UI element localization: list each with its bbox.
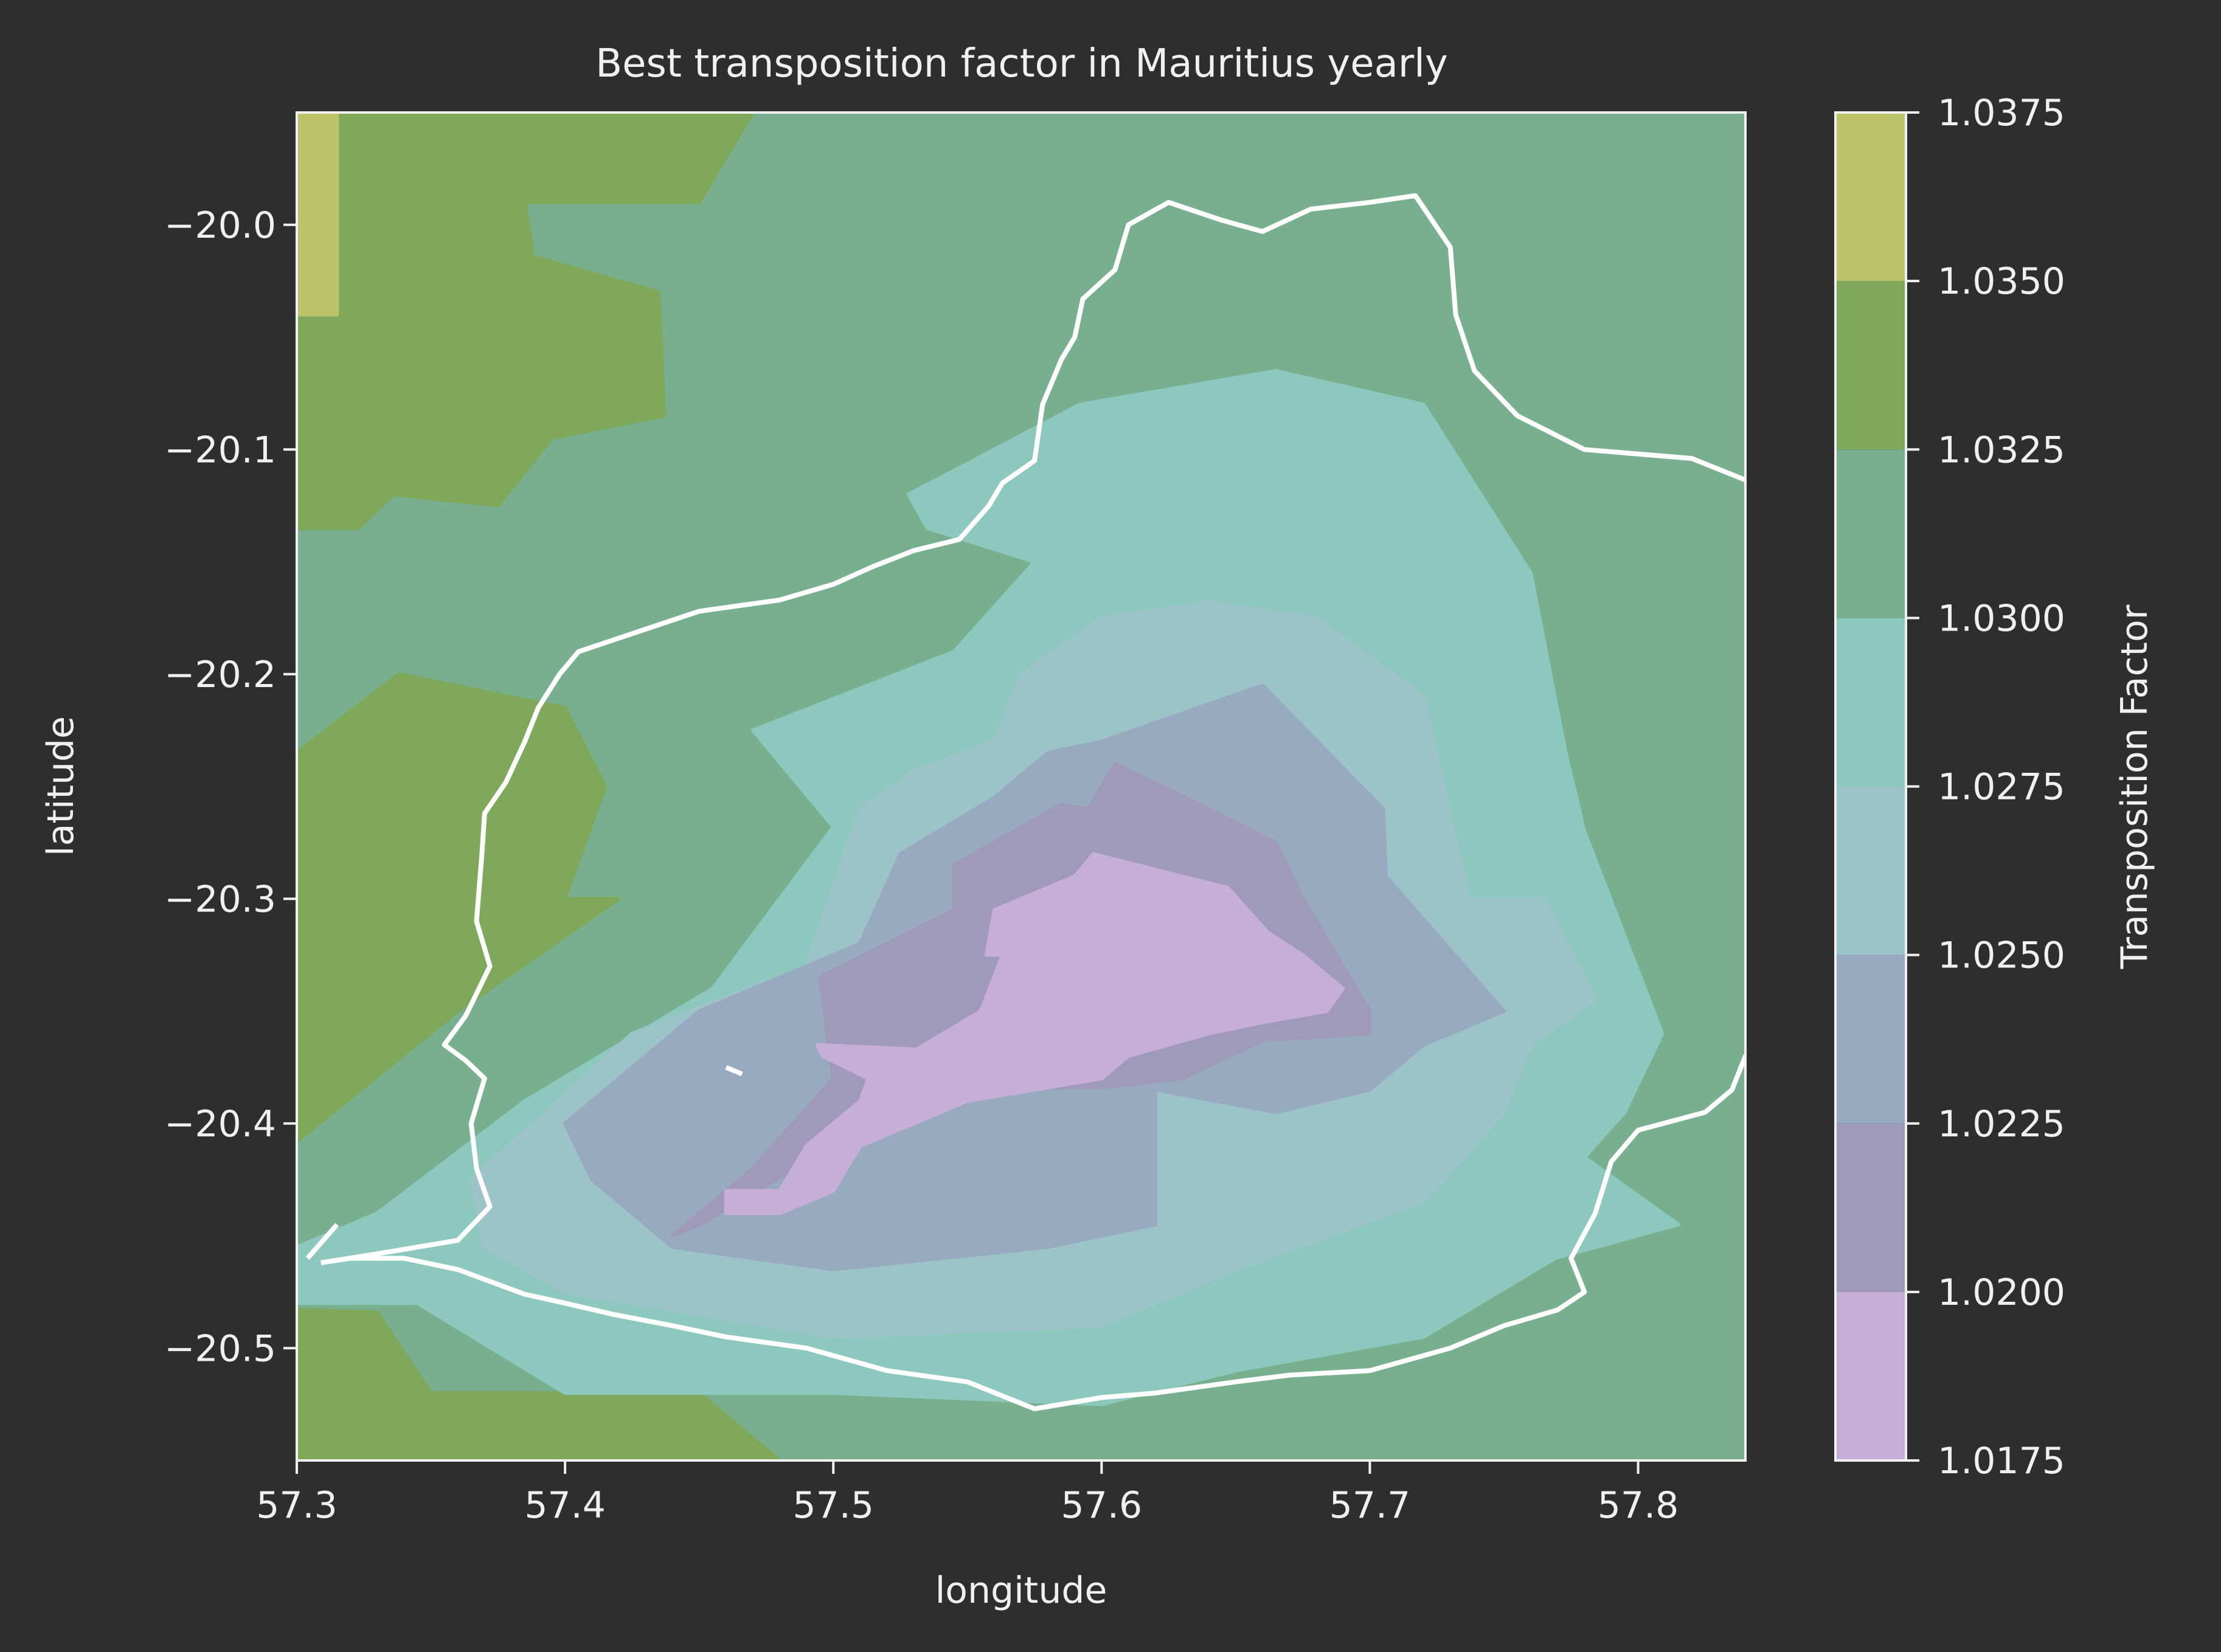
y-axis-label: latitude [40,716,82,856]
colorbar-tick-label: 1.0200 [1938,1271,2065,1314]
y-axis: −20.0 −20.1 −20.2 −20.3 −20.4 −20.5 [164,204,297,1370]
colorbar-band [1835,1291,1906,1460]
x-tick-label: 57.7 [1329,1484,1411,1527]
y-tick-label: −20.3 [164,878,276,921]
colorbar-tick-label: 1.0275 [1938,766,2065,809]
colorbar-tick-label: 1.0350 [1938,260,2065,303]
y-tick-label: −20.4 [164,1103,276,1146]
colorbar-label: Transposition Factor [2113,604,2156,969]
colorbar-band [1835,955,1906,1124]
x-tick-label: 57.5 [792,1484,874,1527]
y-tick-label: −20.5 [164,1327,276,1370]
contour-region-4 [297,112,339,317]
x-tick-label: 57.3 [256,1484,338,1527]
contour-region-2 [297,672,621,1144]
coastline-fragment-0 [725,1065,743,1077]
y-tick-label: −20.1 [164,429,276,471]
colorbar-band [1835,112,1906,282]
colorbar-tick-label: 1.0325 [1938,429,2065,471]
colorbar-band [1835,786,1906,955]
colorbar: 1.0175 1.0200 1.0225 1.0250 1.0275 1.0300 1.03… [1834,92,2065,1482]
colorbar-tick-label: 1.0300 [1938,597,2065,640]
colorbar-band [1835,1123,1906,1292]
colorbar-tick-label: 1.0375 [1938,92,2065,134]
x-axis: 57.3 57.4 57.5 57.6 57.7 57.8 [256,1460,1679,1527]
coastline [305,193,1745,1411]
colorbar-tick-label: 1.0225 [1938,1103,2065,1146]
colorbar-band [1835,449,1906,618]
contour-region-9 [724,852,1345,1215]
x-tick-label: 57.8 [1598,1484,1679,1527]
x-tick-label: 57.6 [1061,1484,1143,1527]
y-tick-label: −20.0 [164,204,276,247]
contour-regions [297,112,1745,1460]
plot-area [297,112,1745,1460]
x-tick-label: 57.4 [524,1484,606,1527]
y-tick-label: −20.2 [164,654,276,696]
colorbar-tick-label: 1.0250 [1938,935,2065,977]
x-axis-label: longitude [935,1569,1107,1612]
plot-frame [296,111,1747,1462]
coastline-fragment-1 [305,1223,339,1260]
contour-region-1 [297,112,755,530]
colorbar-band [1835,618,1906,787]
colorbar-tick-label: 1.0175 [1938,1440,2065,1482]
coastline-outline [321,193,1745,1411]
colorbar-band [1835,281,1906,450]
chart-title: Best transposition factor in Mauritius y… [595,41,1448,86]
